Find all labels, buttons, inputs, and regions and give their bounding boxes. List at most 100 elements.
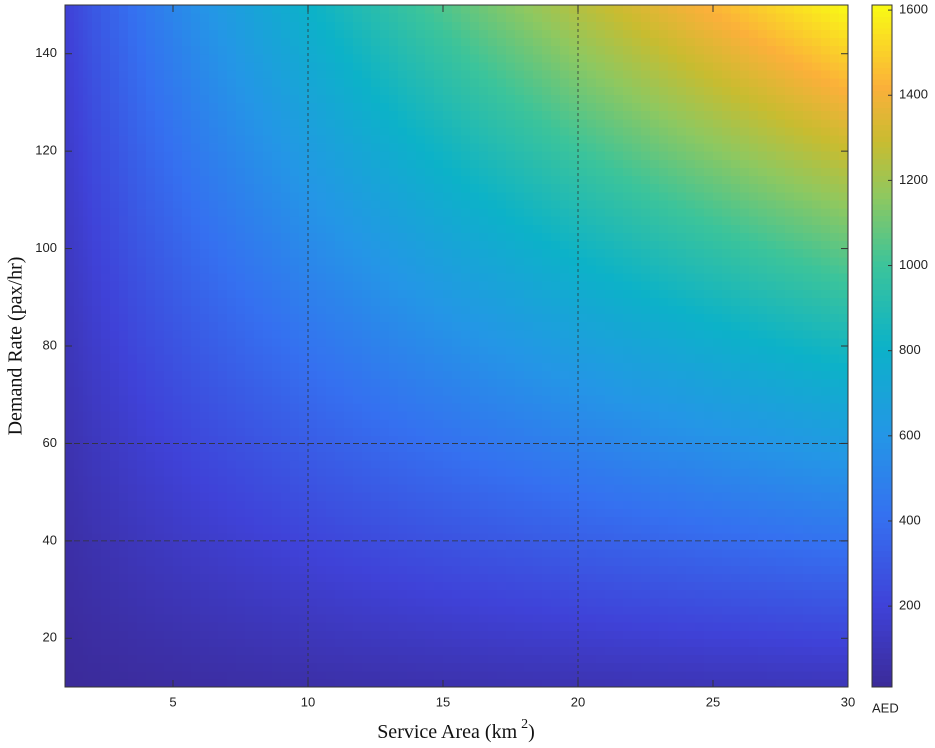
contour-cell <box>416 443 426 453</box>
contour-cell <box>506 443 516 453</box>
contour-cell <box>272 346 282 355</box>
contour-cell <box>353 427 363 436</box>
contour-cell <box>686 475 696 485</box>
contour-cell <box>821 548 831 558</box>
contour-cell <box>614 524 624 534</box>
contour-cell <box>146 532 156 542</box>
contour-cell <box>443 337 453 347</box>
contour-cell <box>821 492 831 501</box>
contour-cell <box>398 508 408 518</box>
contour-cell <box>443 272 453 282</box>
contour-cell <box>164 435 174 445</box>
contour-cell <box>785 362 795 371</box>
contour-cell <box>812 289 822 298</box>
contour-cell <box>335 516 345 526</box>
contour-cell <box>317 402 327 412</box>
contour-cell <box>299 670 309 680</box>
contour-cell <box>74 216 80 225</box>
contour-cell <box>353 297 363 307</box>
contour-cell <box>659 289 669 298</box>
contour-cell <box>623 605 633 615</box>
contour-cell <box>506 467 516 477</box>
contour-cell <box>641 654 651 664</box>
contour-cell <box>362 484 372 493</box>
contour-cell <box>371 386 381 396</box>
contour-cell <box>200 573 210 583</box>
contour-cell <box>830 451 840 461</box>
contour-cell <box>686 402 696 412</box>
contour-cell <box>686 597 696 607</box>
contour-cell <box>632 548 642 558</box>
contour-cell <box>551 394 561 404</box>
contour-cell <box>218 459 228 469</box>
contour-cell <box>623 419 633 428</box>
contour-cell <box>290 248 300 258</box>
contour-cell <box>506 678 516 688</box>
contour-cell <box>191 281 201 290</box>
contour-cell <box>542 297 552 307</box>
contour-cell <box>812 516 822 526</box>
contour-cell <box>398 289 408 298</box>
contour-cell <box>560 386 570 396</box>
contour-cell <box>578 346 588 355</box>
contour-cell <box>668 565 678 574</box>
contour-cell <box>389 264 399 274</box>
contour-cell <box>92 581 102 591</box>
contour-cell <box>740 459 750 469</box>
contour-cell <box>362 492 372 501</box>
contour-cell <box>281 289 291 298</box>
contour-cell <box>236 386 246 396</box>
contour-cell <box>344 589 354 599</box>
contour-cell <box>794 394 804 404</box>
contour-cell <box>182 467 192 477</box>
contour-cell <box>677 370 687 380</box>
contour-cell <box>128 313 138 323</box>
contour-cell <box>812 281 822 290</box>
contour-cell <box>74 443 80 453</box>
contour-cell <box>317 410 327 420</box>
contour-cell <box>353 508 363 518</box>
contour-cell <box>137 427 147 436</box>
contour-cell <box>668 451 678 461</box>
contour-cell <box>65 264 71 274</box>
contour-cell <box>794 459 804 469</box>
contour-cell <box>74 589 80 599</box>
contour-cell <box>722 281 732 290</box>
contour-cell <box>299 516 309 526</box>
contour-cell <box>452 670 462 680</box>
contour-cell <box>704 540 714 550</box>
contour-cell <box>110 289 120 298</box>
contour-cell <box>344 346 354 355</box>
contour-cell <box>245 613 255 623</box>
contour-cell <box>461 597 471 607</box>
contour-cell <box>488 378 498 388</box>
contour-cell <box>596 386 606 396</box>
contour-cell <box>623 289 633 298</box>
contour-cell <box>308 427 318 436</box>
contour-cell <box>776 264 786 274</box>
contour-cell <box>434 281 444 290</box>
contour-cell <box>713 248 723 258</box>
contour-cell <box>137 329 147 339</box>
contour-cell <box>767 394 777 404</box>
contour-cell <box>479 589 489 599</box>
contour-cell <box>101 321 111 331</box>
contour-cell <box>119 581 129 591</box>
contour-cell <box>443 321 453 331</box>
contour-cell <box>758 500 768 509</box>
contour-cell <box>164 199 174 209</box>
contour-cell <box>87 297 93 307</box>
contour-cell <box>281 467 291 477</box>
contour-cell <box>704 605 714 615</box>
contour-cell <box>812 548 822 558</box>
contour-cell <box>686 557 696 566</box>
contour-cell <box>78 240 84 250</box>
contour-cell <box>632 662 642 672</box>
contour-cell <box>263 329 273 339</box>
contour-cell <box>614 516 624 526</box>
contour-cell <box>488 370 498 380</box>
contour-cell <box>533 305 543 315</box>
contour-cell <box>542 565 552 574</box>
contour-cell <box>380 394 390 404</box>
contour-cell <box>389 362 399 371</box>
